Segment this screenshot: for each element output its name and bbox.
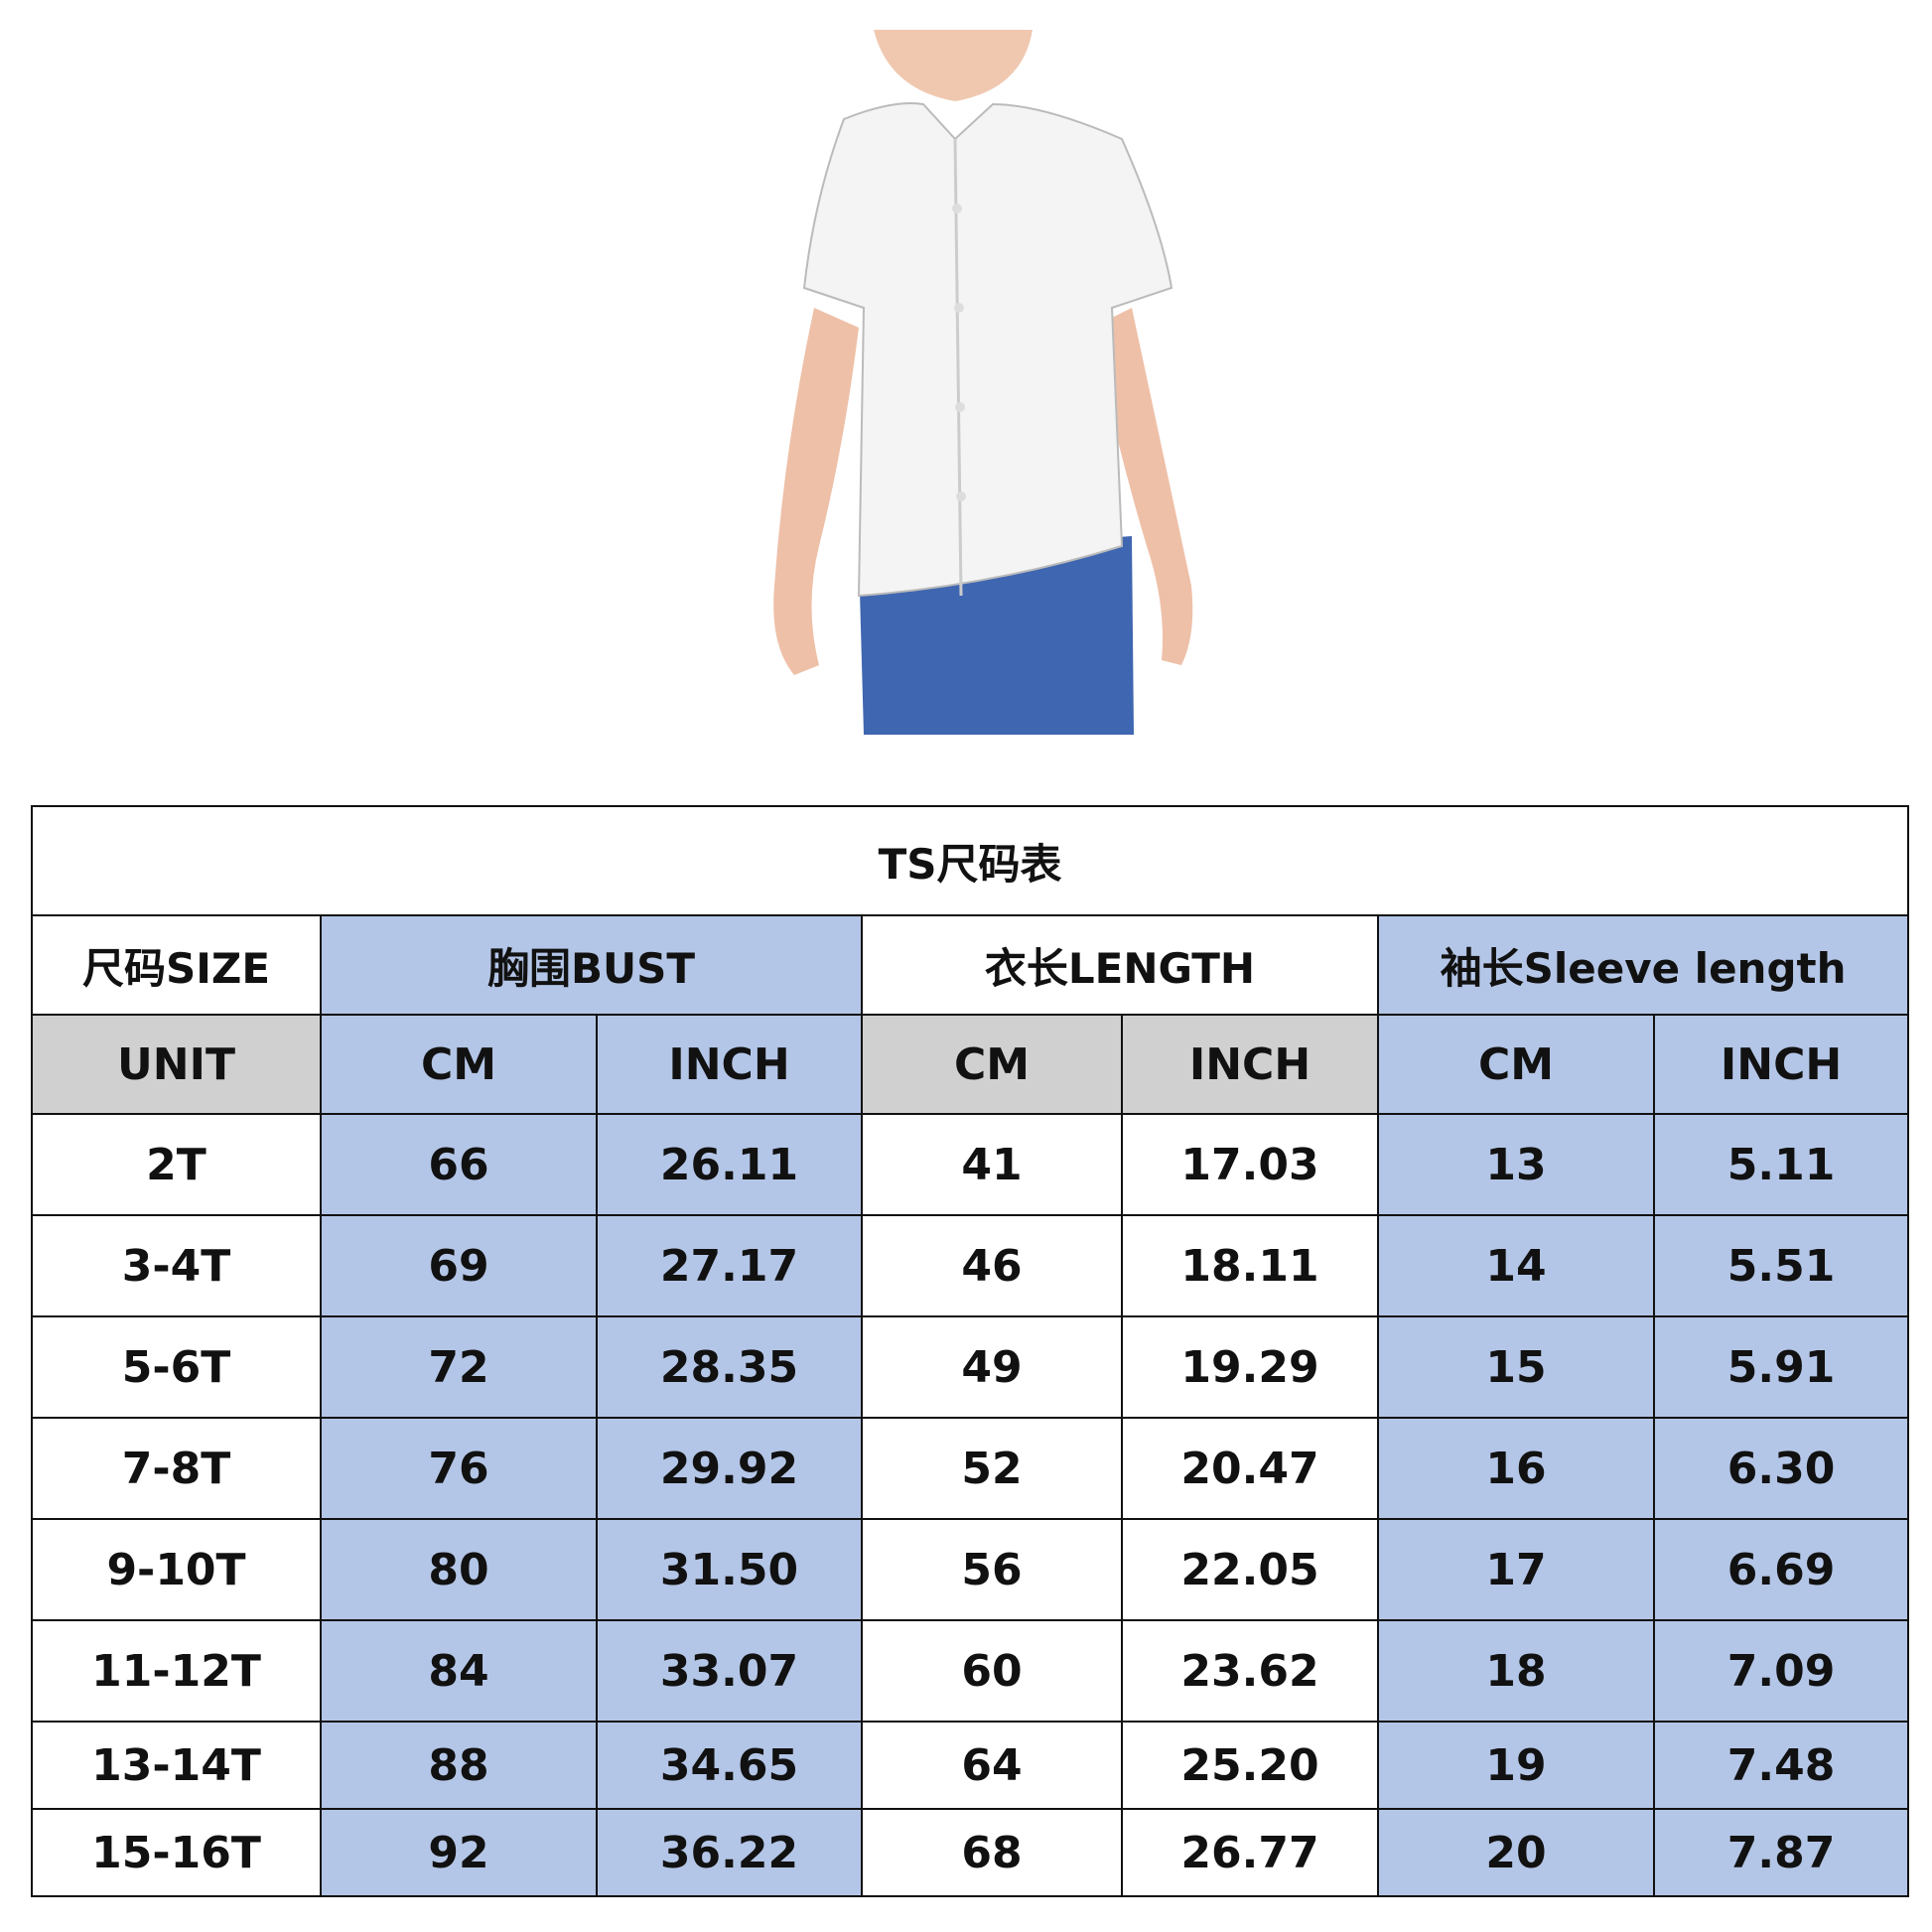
value-cell: 60 [861,1619,1123,1723]
value-cell: 18 [1377,1619,1655,1723]
value-cell: 52 [861,1417,1123,1520]
unit-label: UNIT [31,1014,322,1115]
table-row: 2T 66 26.11 41 17.03 13 5.11 [31,1113,1910,1216]
value-cell: 33.07 [596,1619,863,1723]
table-row: 5-6T 72 28.35 49 19.29 15 5.91 [31,1315,1910,1419]
value-cell: 80 [320,1518,598,1621]
unit-cell: CM [320,1014,598,1115]
value-cell: 27.17 [596,1214,863,1317]
header-length: 衣长LENGTH [861,914,1379,1016]
table-row: 15-16T 92 36.22 68 26.77 20 7.87 [31,1808,1910,1897]
value-cell: 20 [1377,1808,1655,1897]
size-cell: 11-12T [31,1619,322,1723]
value-cell: 6.30 [1652,1417,1910,1520]
value-cell: 7.09 [1652,1619,1910,1723]
header-bust: 胸围BUST [320,914,863,1016]
header-sleeve-length: 袖长Sleeve length [1376,914,1910,1016]
value-cell: 17.03 [1121,1113,1379,1216]
size-cell: 15-16T [31,1808,322,1897]
value-cell: 26.77 [1121,1808,1379,1897]
size-cell: 9-10T [31,1518,322,1621]
value-cell: 76 [320,1417,598,1520]
value-cell: 29.92 [596,1417,863,1520]
size-cell: 13-14T [31,1721,322,1810]
value-cell: 15 [1377,1315,1655,1419]
value-cell: 5.11 [1652,1113,1910,1216]
value-cell: 17 [1377,1518,1655,1621]
size-cell: 7-8T [31,1417,322,1520]
value-cell: 84 [320,1619,598,1723]
value-cell: 26.11 [596,1113,863,1216]
value-cell: 64 [861,1721,1123,1810]
value-cell: 5.91 [1652,1315,1910,1419]
unit-cell: INCH [1652,1014,1910,1115]
value-cell: 72 [320,1315,598,1419]
table-row: 13-14T 88 34.65 64 25.20 19 7.48 [31,1721,1910,1810]
unit-cell: CM [1377,1014,1655,1115]
value-cell: 7.87 [1652,1808,1910,1897]
value-cell: 88 [320,1721,598,1810]
value-cell: 20.47 [1121,1417,1379,1520]
value-cell: 36.22 [596,1808,863,1897]
value-cell: 19 [1377,1721,1655,1810]
value-cell: 22.05 [1121,1518,1379,1621]
table-row: 3-4T 69 27.17 46 18.11 14 5.51 [31,1214,1910,1317]
value-cell: 14 [1377,1214,1655,1317]
value-cell: 69 [320,1214,598,1317]
value-cell: 6.69 [1652,1518,1910,1621]
size-cell: 5-6T [31,1315,322,1419]
table-title: TS尺码表 [30,805,1910,916]
value-cell: 68 [861,1808,1123,1897]
value-cell: 66 [320,1113,598,1216]
size-chart-table: TS尺码表 尺码SIZE 胸围BUST 衣长LENGTH 袖长Sleeve le… [30,805,1910,1897]
value-cell: 46 [861,1214,1123,1317]
unit-cell: INCH [1121,1014,1379,1115]
value-cell: 5.51 [1652,1214,1910,1317]
value-cell: 7.48 [1652,1721,1910,1810]
table-row: 11-12T 84 33.07 60 23.62 18 7.09 [31,1619,1910,1723]
value-cell: 19.29 [1121,1315,1379,1419]
size-cell: 2T [31,1113,322,1216]
header-size: 尺码SIZE [31,914,322,1016]
size-cell: 3-4T [31,1214,322,1317]
value-cell: 92 [320,1808,598,1897]
value-cell: 23.62 [1121,1619,1379,1723]
value-cell: 16 [1377,1417,1655,1520]
unit-row: UNIT CM INCH CM INCH CM INCH [31,1014,1910,1115]
value-cell: 25.20 [1121,1721,1379,1810]
product-photo-child-shirt [773,30,1193,735]
value-cell: 34.65 [596,1721,863,1810]
table-row: 7-8T 76 29.92 52 20.47 16 6.30 [31,1417,1910,1520]
unit-cell: INCH [596,1014,863,1115]
value-cell: 31.50 [596,1518,863,1621]
value-cell: 18.11 [1121,1214,1379,1317]
unit-cell: CM [861,1014,1123,1115]
value-cell: 28.35 [596,1315,863,1419]
value-cell: 56 [861,1518,1123,1621]
value-cell: 49 [861,1315,1123,1419]
value-cell: 13 [1377,1113,1655,1216]
value-cell: 41 [861,1113,1123,1216]
table-row: 9-10T 80 31.50 56 22.05 17 6.69 [31,1518,1910,1621]
